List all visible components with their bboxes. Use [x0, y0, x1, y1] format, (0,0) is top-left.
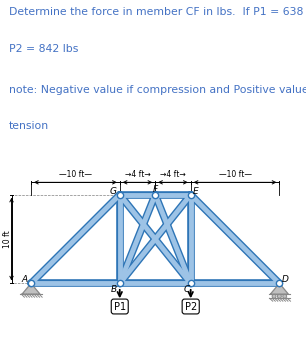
Text: B: B — [110, 285, 117, 294]
Polygon shape — [271, 283, 288, 294]
Text: tension: tension — [9, 121, 49, 131]
Text: —10 ft—: —10 ft— — [218, 170, 252, 179]
Text: P2 = 842 lbs: P2 = 842 lbs — [9, 44, 79, 54]
Text: E: E — [192, 187, 198, 196]
Text: D: D — [281, 275, 288, 285]
Text: Determine the force in member CF in lbs.  If P1 = 638 lbs and: Determine the force in member CF in lbs.… — [9, 7, 306, 17]
Polygon shape — [22, 283, 40, 294]
Text: P1: P1 — [114, 302, 126, 312]
Text: P2: P2 — [185, 302, 197, 312]
Circle shape — [283, 294, 287, 298]
Text: note: Negative value if compression and Positive value if: note: Negative value if compression and … — [9, 85, 306, 95]
Text: 10 ft: 10 ft — [2, 230, 12, 248]
Text: A: A — [22, 274, 28, 283]
Text: →4 ft→: →4 ft→ — [160, 170, 186, 179]
Text: G: G — [109, 187, 116, 196]
Text: —10 ft—: —10 ft— — [59, 170, 92, 179]
Text: C: C — [184, 285, 190, 294]
Circle shape — [278, 294, 281, 298]
Text: F: F — [153, 185, 158, 194]
Circle shape — [272, 294, 276, 298]
Text: →4 ft→: →4 ft→ — [125, 170, 150, 179]
